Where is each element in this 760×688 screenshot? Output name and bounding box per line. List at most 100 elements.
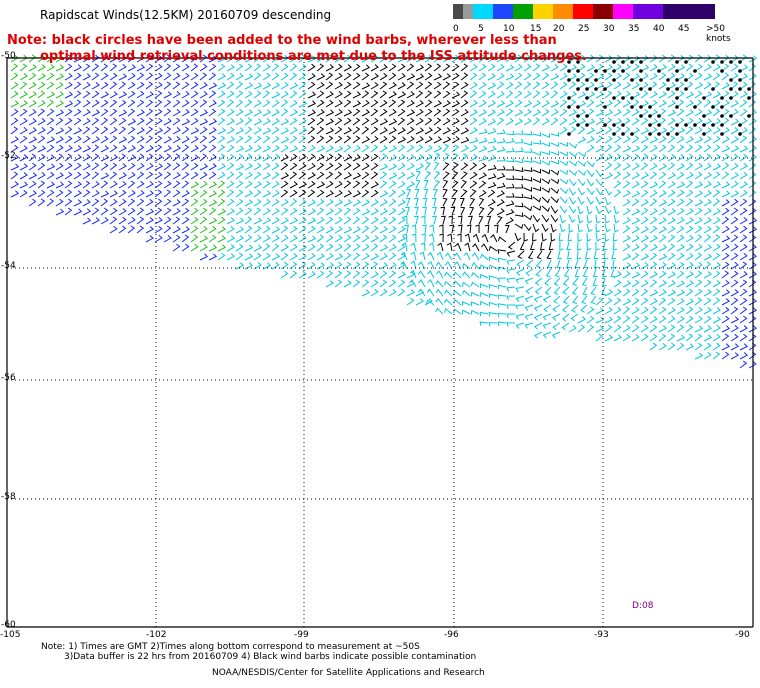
wind-barb [10, 72, 19, 81]
wind-barb [622, 100, 631, 108]
wind-barb [571, 286, 579, 295]
wind-barb [334, 100, 343, 108]
wind-barb [208, 63, 217, 72]
wind-barb [488, 293, 498, 299]
flag-circle [675, 132, 679, 136]
wind-barb [622, 225, 631, 234]
wind-barb [244, 199, 253, 207]
wind-barb [316, 117, 325, 126]
wind-barb [685, 172, 694, 180]
wind-barb [136, 99, 145, 108]
wind-barb [568, 187, 577, 196]
wind-barb [370, 279, 379, 288]
wind-barb [190, 181, 199, 189]
wind-barb [514, 81, 523, 90]
wind-barb [136, 153, 145, 162]
wind-barb [271, 243, 280, 252]
wind-barb [370, 243, 379, 252]
wind-barb [127, 135, 136, 144]
wind-barb [145, 91, 154, 99]
wind-barb [163, 126, 172, 135]
wind-barb [676, 73, 685, 81]
wind-barb [379, 288, 388, 297]
wind-barb [361, 234, 370, 243]
wind-barb [325, 72, 334, 81]
wind-barb [676, 261, 685, 270]
wind-barb [703, 297, 712, 306]
wind-barb [379, 72, 388, 81]
wind-barb [451, 153, 459, 162]
flag-circle [585, 87, 589, 91]
wind-barb [172, 127, 181, 135]
wind-barb [676, 144, 685, 153]
wind-barb [163, 162, 172, 171]
wind-barb [253, 198, 262, 207]
wind-barb [730, 118, 740, 126]
wind-barb [586, 223, 593, 233]
wind-barb [739, 108, 748, 117]
flag-circle [621, 123, 625, 127]
wind-barb [423, 188, 429, 198]
wind-barb [226, 118, 235, 126]
wind-barb [586, 205, 593, 215]
wind-barb [631, 145, 641, 153]
wind-barb [506, 286, 516, 292]
wind-barbs-layer [10, 54, 758, 369]
wind-barb [541, 64, 551, 72]
wind-barb [280, 136, 290, 144]
wind-barb [28, 91, 37, 99]
wind-barb [703, 307, 712, 315]
flag-circle [585, 78, 589, 82]
wind-barb [622, 190, 631, 198]
wind-barb [748, 136, 757, 144]
wind-barb [226, 72, 235, 81]
wind-barb [533, 295, 543, 303]
wind-barb [514, 63, 523, 72]
wind-barb [542, 322, 552, 329]
wind-barb [217, 117, 226, 126]
wind-barb [415, 81, 424, 90]
wind-barb [154, 117, 163, 126]
wind-barb [703, 99, 712, 108]
wind-barb [685, 63, 694, 72]
wind-barb [451, 127, 460, 135]
wind-barb [253, 252, 262, 261]
wind-barb [595, 325, 604, 333]
wind-barb [676, 163, 685, 171]
wind-barb [554, 268, 561, 278]
flag-circle [738, 132, 742, 136]
wind-barb [478, 215, 484, 225]
wind-barb [361, 261, 370, 270]
wind-barb [190, 243, 199, 252]
wind-barb [388, 234, 397, 243]
wind-barb [523, 63, 532, 72]
latitude-tick-label: -50 [1, 51, 16, 61]
wind-barb [622, 135, 631, 144]
wind-barb [631, 99, 640, 108]
wind-barb [352, 81, 361, 90]
wind-barb [370, 73, 379, 81]
wind-barb [595, 109, 605, 117]
wind-barb [739, 288, 748, 297]
wind-barb [73, 190, 82, 198]
wind-barb [433, 126, 442, 135]
wind-barb [568, 325, 577, 333]
wind-barb [397, 199, 406, 207]
wind-barb [449, 224, 455, 234]
wind-barb [505, 64, 515, 72]
wind-barb [136, 190, 145, 198]
flag-circle [675, 69, 679, 73]
wind-barb [334, 82, 343, 90]
wind-barb [577, 205, 584, 215]
wind-barb [298, 261, 307, 270]
wind-barb [370, 99, 379, 108]
wind-barb [145, 108, 154, 117]
legend-label: 40 [653, 24, 665, 34]
wind-barb [658, 207, 667, 216]
wind-barb [595, 154, 604, 162]
wind-barb [406, 163, 415, 171]
wind-barb [10, 81, 19, 90]
wind-barb [730, 145, 740, 153]
flag-circle [675, 60, 679, 64]
wind-barb [307, 189, 316, 198]
